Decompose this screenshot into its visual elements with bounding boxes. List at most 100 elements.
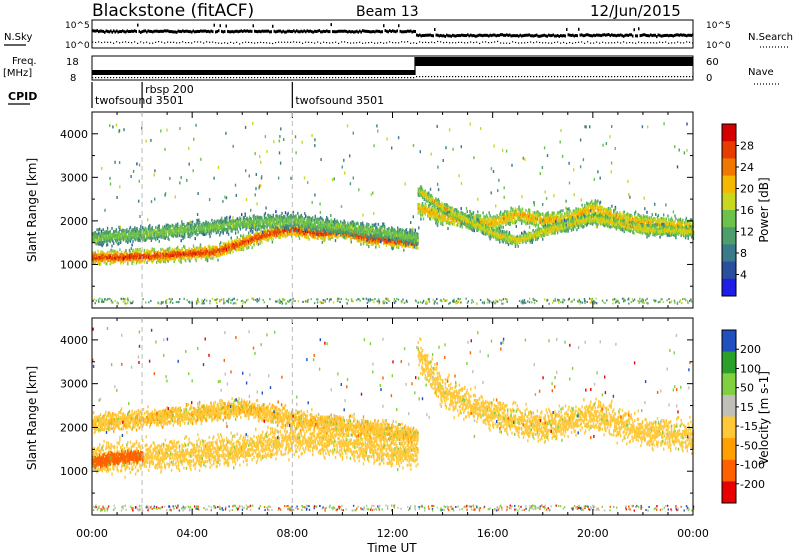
data-cell [106, 226, 109, 230]
data-cell [302, 217, 304, 221]
data-cell [161, 235, 163, 239]
data-cell [234, 243, 236, 247]
data-cell [316, 217, 318, 221]
data-cell [416, 232, 418, 236]
data-cell [115, 229, 118, 233]
data-cell [228, 216, 231, 220]
data-cell [373, 233, 375, 237]
data-cell [129, 258, 132, 261]
data-cell [307, 235, 309, 239]
data-cell [288, 215, 290, 219]
data-cell [302, 231, 304, 235]
data-cell [153, 251, 155, 255]
data-cell [156, 231, 159, 235]
data-cell [303, 231, 305, 235]
data-cell [288, 231, 290, 235]
data-cell [308, 231, 310, 235]
data-cell [391, 229, 394, 232]
data-cell [383, 238, 386, 242]
data-cell [405, 240, 408, 244]
data-cell [109, 238, 111, 242]
data-cell [182, 252, 184, 255]
data-cell [380, 225, 382, 229]
data-cell [128, 234, 131, 238]
data-cell [92, 257, 94, 261]
data-cell [179, 260, 181, 264]
data-cell [241, 245, 244, 249]
data-cell [333, 220, 335, 224]
data-cell [223, 220, 225, 224]
data-cell [399, 235, 401, 239]
data-cell [319, 216, 322, 220]
data-cell [146, 250, 148, 254]
data-cell [367, 242, 369, 246]
data-cell [295, 234, 297, 238]
data-cell [273, 232, 275, 236]
data-cell [213, 222, 215, 226]
data-cell [308, 228, 310, 231]
data-cell [310, 222, 312, 226]
data-cell [351, 236, 353, 239]
data-cell [163, 229, 165, 233]
data-cell [276, 218, 278, 222]
data-cell [327, 228, 330, 232]
data-cell [202, 252, 204, 256]
data-cell [340, 225, 342, 228]
data-cell [123, 255, 125, 259]
data-cell [283, 226, 286, 230]
data-cell [220, 218, 222, 222]
data-cell [363, 237, 366, 241]
data-cell [284, 220, 287, 224]
data-cell [204, 253, 206, 257]
data-cell [331, 234, 333, 238]
data-cell [240, 242, 242, 246]
data-cell [140, 260, 142, 264]
data-cell [142, 236, 144, 240]
data-cell [373, 230, 375, 234]
data-cell [92, 232, 94, 235]
data-cell [183, 230, 185, 234]
data-cell [181, 234, 183, 238]
data-cell [103, 252, 105, 256]
data-cell [215, 247, 217, 251]
data-cell [291, 227, 293, 231]
data-cell [376, 242, 378, 246]
data-cell [171, 224, 174, 228]
noise-panel: N.Sky N.Search 10^5 10^0 10^5 10^0 [4, 19, 793, 51]
data-cell [198, 246, 201, 250]
data-cell [148, 252, 150, 256]
data-cell [343, 226, 345, 229]
freq-trace-low [92, 70, 415, 75]
data-cell [122, 256, 125, 260]
data-cell [139, 234, 141, 238]
data-cell [344, 221, 346, 225]
data-cell [231, 227, 233, 231]
data-cell [149, 227, 151, 231]
data-cell [241, 222, 244, 226]
data-cell [309, 226, 311, 230]
data-cell [175, 230, 177, 234]
data-cell [127, 239, 130, 243]
data-cell [245, 222, 247, 226]
data-cell [251, 229, 253, 233]
data-cell [100, 258, 103, 262]
data-cell [282, 228, 284, 232]
data-cell [301, 223, 303, 227]
data-cell [160, 247, 162, 251]
data-cell [127, 230, 129, 234]
data-cell [135, 228, 138, 232]
data-cell [137, 259, 139, 263]
data-cell [357, 238, 359, 242]
data-cell [198, 254, 200, 258]
data-cell [298, 219, 300, 223]
data-cell [303, 227, 305, 231]
data-cell [310, 224, 312, 228]
data-cell [210, 224, 212, 227]
data-cell [117, 251, 119, 255]
data-cell [267, 220, 269, 224]
data-cell [216, 254, 218, 257]
data-cell [325, 235, 327, 239]
data-cell [92, 255, 94, 259]
data-cell [206, 226, 209, 230]
data-cell [174, 247, 176, 251]
